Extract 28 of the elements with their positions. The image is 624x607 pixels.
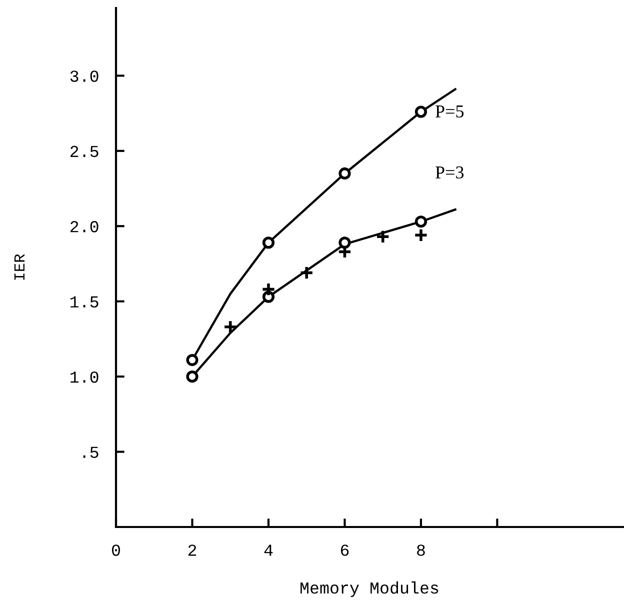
x-tick-label: 8 [417, 544, 425, 556]
point [186, 370, 198, 383]
y-tick-label: 1.5 [70, 296, 98, 308]
point [338, 167, 351, 180]
x-tick-label: 6 [340, 544, 349, 556]
point [223, 320, 238, 334]
x-tick-label: 0 [112, 544, 120, 556]
point [186, 354, 198, 366]
point [414, 216, 428, 228]
x-tick-label: 2 [188, 544, 196, 556]
point [338, 244, 352, 259]
y-tick-label: 2.0 [70, 221, 98, 232]
point [376, 229, 390, 244]
y-tick-label: 1.0 [70, 371, 98, 383]
point [299, 266, 314, 280]
y-tick-label: 3.0 [70, 70, 98, 82]
annotation: P=3 [436, 166, 464, 179]
annotation: P=5 [436, 106, 464, 118]
point [262, 236, 275, 249]
point [414, 228, 428, 242]
y-axis-title: IER [14, 254, 24, 280]
x-axis-title: Memory Modules [300, 581, 438, 597]
point [261, 282, 276, 297]
point [414, 106, 428, 118]
point [338, 236, 351, 249]
y-tick-label: 2.5 [70, 146, 98, 158]
x-tick-label: 4 [264, 544, 273, 556]
y-tick-label: .5 [83, 446, 98, 458]
